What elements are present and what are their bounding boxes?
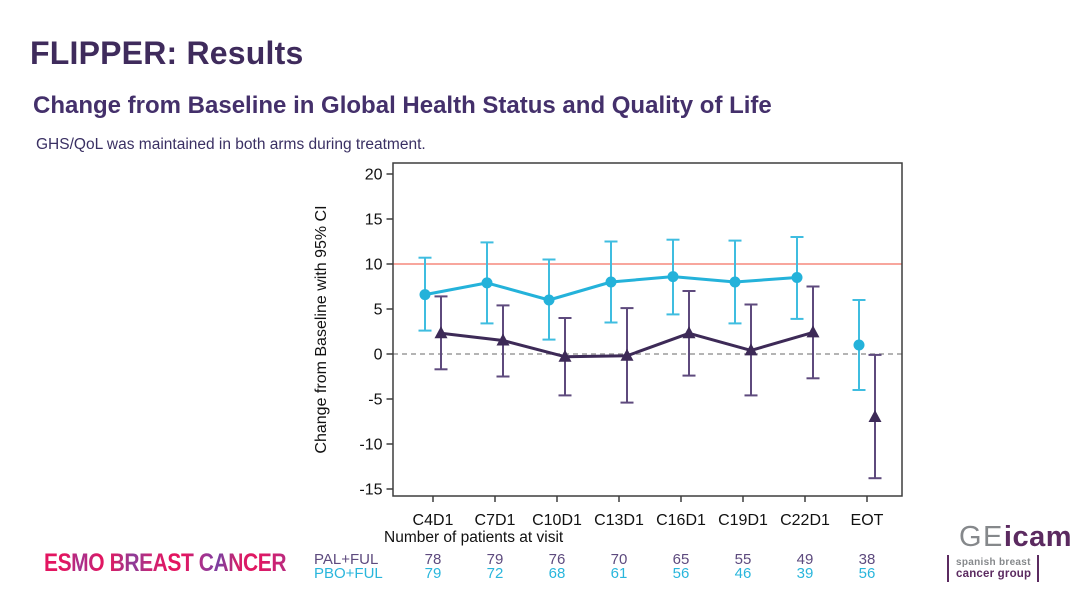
x-tick-label: C19D1 <box>718 512 768 529</box>
patients-count: 39 <box>797 565 814 582</box>
y-axis-title: Change from Baseline with 95% CI <box>313 205 330 453</box>
patients-count: 68 <box>549 565 566 582</box>
patients-count: 55 <box>735 551 752 568</box>
patients-row-label: PAL+FUL <box>314 551 378 568</box>
page-title: FLIPPER: Results <box>30 35 304 72</box>
plot-frame <box>392 162 903 497</box>
patients-count: 65 <box>673 551 690 568</box>
x-tick-label: C7D1 <box>475 512 516 529</box>
data-point-triangle <box>868 410 882 422</box>
data-point-triangle <box>744 343 758 356</box>
y-tick-label: 5 <box>374 302 383 319</box>
x-tick-label: EOT <box>851 512 884 529</box>
patients-count: 61 <box>611 565 628 582</box>
data-point-triangle <box>806 325 820 338</box>
data-point-circle <box>605 276 617 288</box>
y-tick-label: -10 <box>359 437 382 454</box>
y-tick-label: 15 <box>365 212 383 229</box>
page-subtitle: Change from Baseline in Global Health St… <box>33 91 772 119</box>
data-point-triangle <box>682 326 696 339</box>
data-point-circle <box>667 271 679 283</box>
patients-row-label: PBO+FUL <box>314 565 383 582</box>
patients-count: 79 <box>425 565 442 582</box>
esmo-breast-cancer-logo: ESMO BREAST CANCER <box>44 549 287 577</box>
y-tick-label: -15 <box>359 482 382 499</box>
geicam-tagline-line2: cancer group <box>956 567 1032 580</box>
data-point-triangle <box>620 348 634 361</box>
patients-count: 49 <box>797 551 814 568</box>
chart-svg: 20 15 10 5 0 -5 -10 -15 C4D1 C7D1 C10D1 C13D1 C16D1 C… <box>313 162 903 582</box>
data-point-triangle <box>496 333 510 346</box>
patients-count: 76 <box>549 551 566 568</box>
patients-count: 79 <box>487 551 504 568</box>
x-tick-label: C13D1 <box>594 512 644 529</box>
x-tick-label: C4D1 <box>413 512 454 529</box>
geicam-wordmark: GEicam <box>947 521 1073 554</box>
data-point-circle <box>791 272 803 283</box>
x-tick-label: C22D1 <box>780 512 830 529</box>
y-tick-label: -5 <box>368 392 382 409</box>
geicam-logo: GEicam spanish breast cancer group <box>947 521 1073 582</box>
data-point-circle <box>419 289 431 301</box>
x-tick-label: C10D1 <box>532 512 582 529</box>
data-point-circle <box>729 276 741 288</box>
data-point-circle <box>853 339 865 351</box>
geicam-tagline: spanish breast cancer group <box>947 554 1040 582</box>
key-finding-text: GHS/QoL was maintained in both arms duri… <box>36 135 426 153</box>
data-point-triangle <box>558 349 572 362</box>
data-point-triangle <box>434 326 448 339</box>
patients-count: 38 <box>859 551 876 568</box>
x-tick-label: C16D1 <box>656 512 706 529</box>
y-tick-label: 20 <box>365 167 383 184</box>
patients-count: 78 <box>425 551 442 568</box>
patients-count: 56 <box>673 565 690 582</box>
geicam-suffix: icam <box>1003 521 1073 553</box>
patients-count: 72 <box>487 565 504 582</box>
y-tick-label: 0 <box>374 347 383 364</box>
data-point-circle <box>481 277 493 289</box>
ghs-qol-chart: 20 15 10 5 0 -5 -10 -15 C4D1 C7D1 C10D1 C13D1 C16D1 C… <box>290 148 930 600</box>
patients-count: 46 <box>735 565 752 582</box>
patients-table-label: Number of patients at visit <box>384 529 564 546</box>
data-point-circle <box>543 294 555 306</box>
geicam-prefix: GE <box>959 521 1004 553</box>
patients-count: 70 <box>611 551 628 568</box>
y-tick-label: 10 <box>365 257 383 274</box>
geicam-tagline-line1: spanish breast <box>956 556 1031 568</box>
patients-count: 56 <box>859 565 876 582</box>
